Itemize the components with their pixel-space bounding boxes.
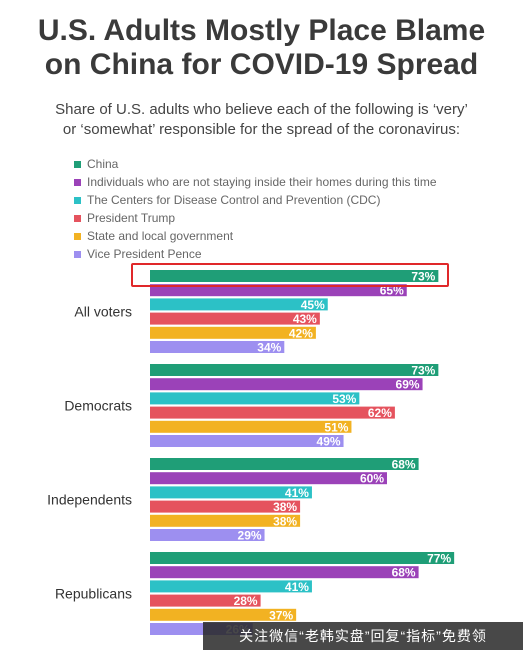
data-label: 62% — [368, 406, 392, 420]
legend-item: China — [74, 155, 437, 173]
bar — [150, 500, 301, 513]
legend-swatch — [74, 232, 81, 240]
bar — [150, 566, 419, 579]
bar — [150, 364, 439, 376]
subtitle-line-1: Share of U.S. adults who believe each of… — [55, 101, 468, 118]
data-label: 29% — [238, 529, 262, 543]
data-label: 49% — [317, 435, 341, 449]
data-label: 68% — [392, 458, 416, 472]
data-label: 38% — [273, 500, 297, 514]
legend-item: State and local government — [74, 227, 437, 245]
legend-item: Vice President Pence — [74, 245, 437, 263]
data-label: 34% — [257, 341, 281, 355]
legend-item: President Trump — [74, 209, 437, 227]
legend-swatch — [74, 214, 81, 222]
legend-label: State and local government — [87, 229, 234, 243]
data-label: 53% — [332, 392, 356, 406]
data-label: 41% — [285, 486, 309, 500]
legend-label: The Centers for Disease Control and Prev… — [87, 193, 381, 207]
bar — [150, 594, 261, 607]
legend-label: Vice President Pence — [87, 247, 202, 261]
data-label: 28% — [234, 594, 258, 608]
bar — [150, 298, 328, 311]
bar — [150, 486, 312, 499]
legend-label: Individuals who are not staying inside t… — [87, 175, 437, 189]
bar — [150, 472, 387, 485]
data-label: 37% — [269, 608, 293, 622]
bar — [150, 392, 360, 405]
bar — [150, 580, 312, 593]
subtitle-line-2: or ‘somewhat’ responsible for the spread… — [62, 121, 461, 138]
category-label: Independents — [47, 492, 132, 508]
highlight-box — [131, 263, 449, 287]
data-label: 45% — [301, 298, 325, 312]
data-label: 68% — [392, 566, 416, 580]
data-label: 60% — [360, 472, 384, 486]
data-label: 51% — [324, 420, 348, 434]
data-label: 69% — [396, 378, 420, 392]
chart-title: U.S. Adults Mostly Place Blame on China … — [0, 14, 523, 82]
chart-legend: China Individuals who are not staying ins… — [74, 155, 437, 263]
data-label: 38% — [273, 514, 297, 528]
title-line-1: U.S. Adults Mostly Place Blame — [37, 14, 486, 47]
legend-item: The Centers for Disease Control and Prev… — [74, 191, 437, 209]
data-label: 42% — [289, 326, 313, 340]
bar — [150, 608, 297, 621]
bar — [150, 420, 352, 433]
legend-swatch — [74, 160, 81, 168]
bar — [150, 514, 301, 527]
legend-label: China — [87, 157, 119, 171]
data-label: 73% — [411, 364, 435, 378]
bar — [150, 284, 407, 297]
watermark: 关注微信“老韩实盘”回复“指标”免费领 — [203, 622, 523, 650]
chart-subtitle: Share of U.S. adults who believe each of… — [0, 100, 523, 140]
legend-swatch — [74, 196, 81, 204]
legend-label: President Trump — [87, 211, 176, 225]
bar — [150, 406, 395, 419]
bar — [150, 270, 439, 282]
legend-item: Individuals who are not staying inside t… — [74, 173, 437, 191]
category-label: Democrats — [64, 398, 132, 414]
data-label: 65% — [380, 284, 404, 298]
bar — [150, 529, 265, 541]
bar — [150, 378, 423, 391]
title-line-2: on China for COVID-19 Spread — [44, 48, 479, 81]
data-label: 73% — [411, 270, 435, 284]
bar — [150, 458, 419, 470]
category-label: Republicans — [55, 586, 132, 602]
bar — [150, 435, 344, 447]
legend-swatch — [74, 178, 81, 186]
data-label: 41% — [285, 580, 309, 594]
data-label: 77% — [427, 552, 451, 566]
legend-swatch — [74, 250, 81, 258]
bar — [150, 326, 316, 339]
bar — [150, 552, 455, 564]
bar — [150, 341, 285, 353]
category-label: All voters — [74, 304, 132, 320]
data-label: 43% — [293, 312, 317, 326]
bar-chart: All voters 73% 65% 45%43%42% 34% Democrats 73%… — [47, 270, 455, 637]
bar — [150, 312, 320, 325]
